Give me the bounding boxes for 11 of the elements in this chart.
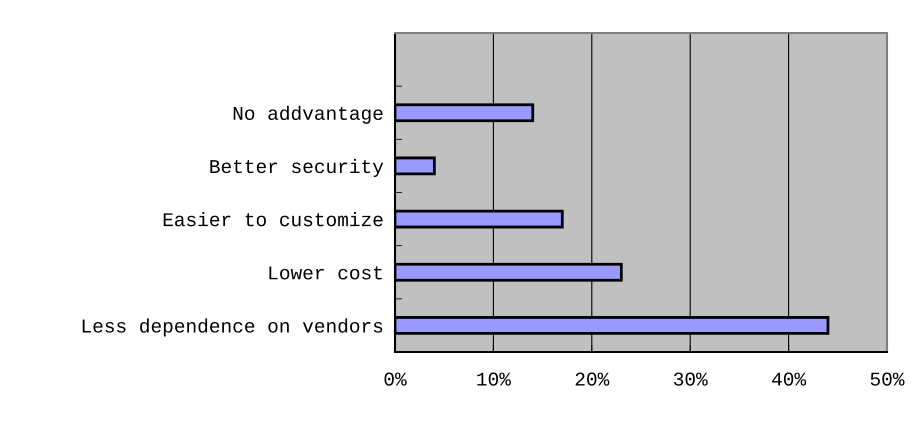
x-tick-label: 50% xyxy=(870,372,905,386)
x-tick-label: 30% xyxy=(674,372,708,386)
y-tick-label: Less dependence on vendors xyxy=(82,318,382,336)
y-tick-label: Easier to customize xyxy=(164,212,383,226)
x-tick-label: 40% xyxy=(772,372,806,386)
x-tick-label: 20% xyxy=(576,372,610,386)
y-tick-label: No addvantage xyxy=(234,106,383,124)
y-tick-label: Lower cost xyxy=(269,266,382,280)
x-tick-label: 0% xyxy=(384,372,407,386)
y-tick-label: Better security xyxy=(210,158,384,177)
x-tick-label: 10% xyxy=(477,372,511,386)
